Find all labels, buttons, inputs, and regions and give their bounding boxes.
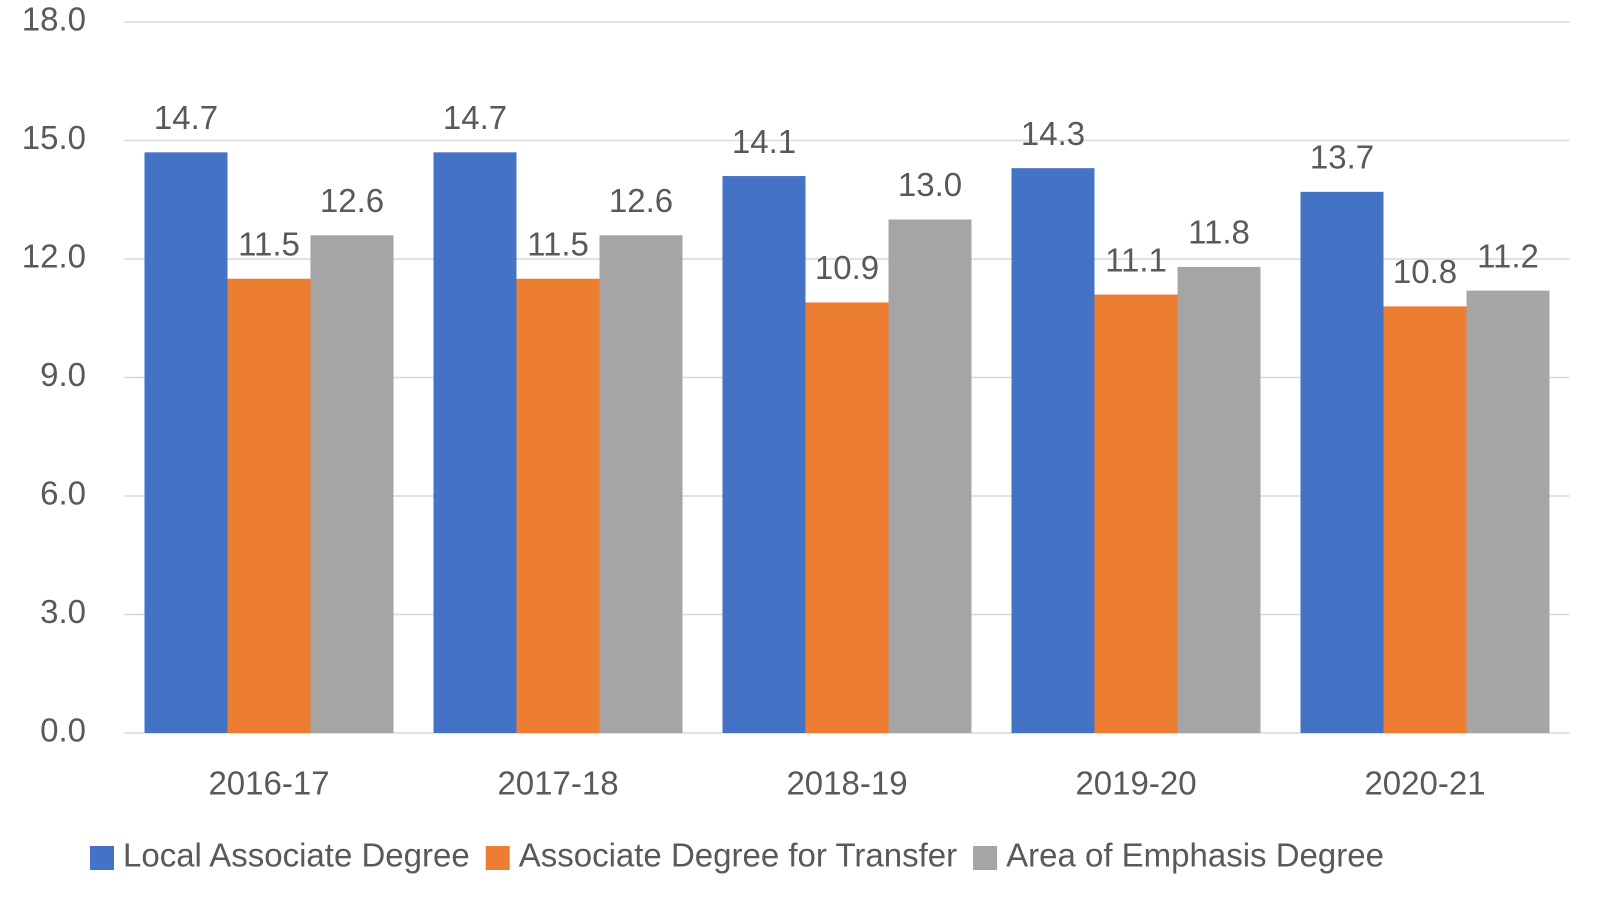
data-label: 11.5 bbox=[527, 225, 589, 262]
data-label: 14.7 bbox=[443, 99, 507, 136]
bar bbox=[599, 235, 683, 734]
bar bbox=[888, 219, 972, 733]
y-tick-label: 15.0 bbox=[22, 119, 86, 156]
data-label: 11.8 bbox=[1188, 214, 1250, 251]
data-label: 14.1 bbox=[732, 123, 796, 160]
y-tick-label: 0.0 bbox=[40, 712, 86, 749]
legend-swatch bbox=[90, 846, 114, 870]
x-tick-label: 2017-18 bbox=[497, 765, 618, 802]
data-label: 10.9 bbox=[815, 249, 879, 286]
data-label: 14.3 bbox=[1021, 115, 1085, 152]
legend-swatch bbox=[485, 846, 510, 870]
bar bbox=[144, 152, 228, 734]
bar bbox=[1177, 266, 1261, 733]
bar bbox=[1383, 306, 1467, 733]
x-tick-label: 2016-17 bbox=[208, 765, 329, 802]
bar bbox=[722, 176, 806, 734]
bar bbox=[1300, 191, 1384, 734]
y-tick-label: 12.0 bbox=[22, 238, 86, 275]
bar bbox=[805, 302, 889, 733]
legend-swatch bbox=[973, 846, 998, 870]
y-tick-label: 6.0 bbox=[40, 475, 86, 512]
bar bbox=[516, 278, 600, 733]
data-label: 13.7 bbox=[1310, 139, 1374, 176]
legend-label: Area of Emphasis Degree bbox=[1006, 837, 1384, 874]
data-label: 12.6 bbox=[609, 182, 673, 219]
y-tick-label: 18.0 bbox=[22, 1, 86, 38]
data-label: 11.5 bbox=[238, 225, 300, 262]
data-label: 11.1 bbox=[1105, 241, 1167, 278]
data-label: 14.7 bbox=[154, 99, 218, 136]
y-tick-label: 9.0 bbox=[40, 356, 86, 393]
bar bbox=[310, 235, 394, 734]
x-tick-label: 2020-21 bbox=[1364, 765, 1485, 802]
data-label: 11.2 bbox=[1477, 237, 1539, 274]
x-tick-label: 2019-20 bbox=[1075, 765, 1196, 802]
legend-label: Local Associate Degree bbox=[123, 837, 470, 874]
bar bbox=[433, 152, 517, 734]
data-label: 13.0 bbox=[898, 166, 962, 203]
data-label: 12.6 bbox=[320, 182, 384, 219]
data-label: 10.8 bbox=[1393, 253, 1457, 290]
bar bbox=[1466, 290, 1550, 733]
y-tick-label: 3.0 bbox=[40, 593, 86, 630]
bar bbox=[1011, 168, 1095, 733]
bar bbox=[1094, 294, 1178, 733]
legend-label: Associate Degree for Transfer bbox=[519, 837, 957, 874]
x-tick-label: 2018-19 bbox=[786, 765, 907, 802]
bar bbox=[227, 278, 311, 733]
